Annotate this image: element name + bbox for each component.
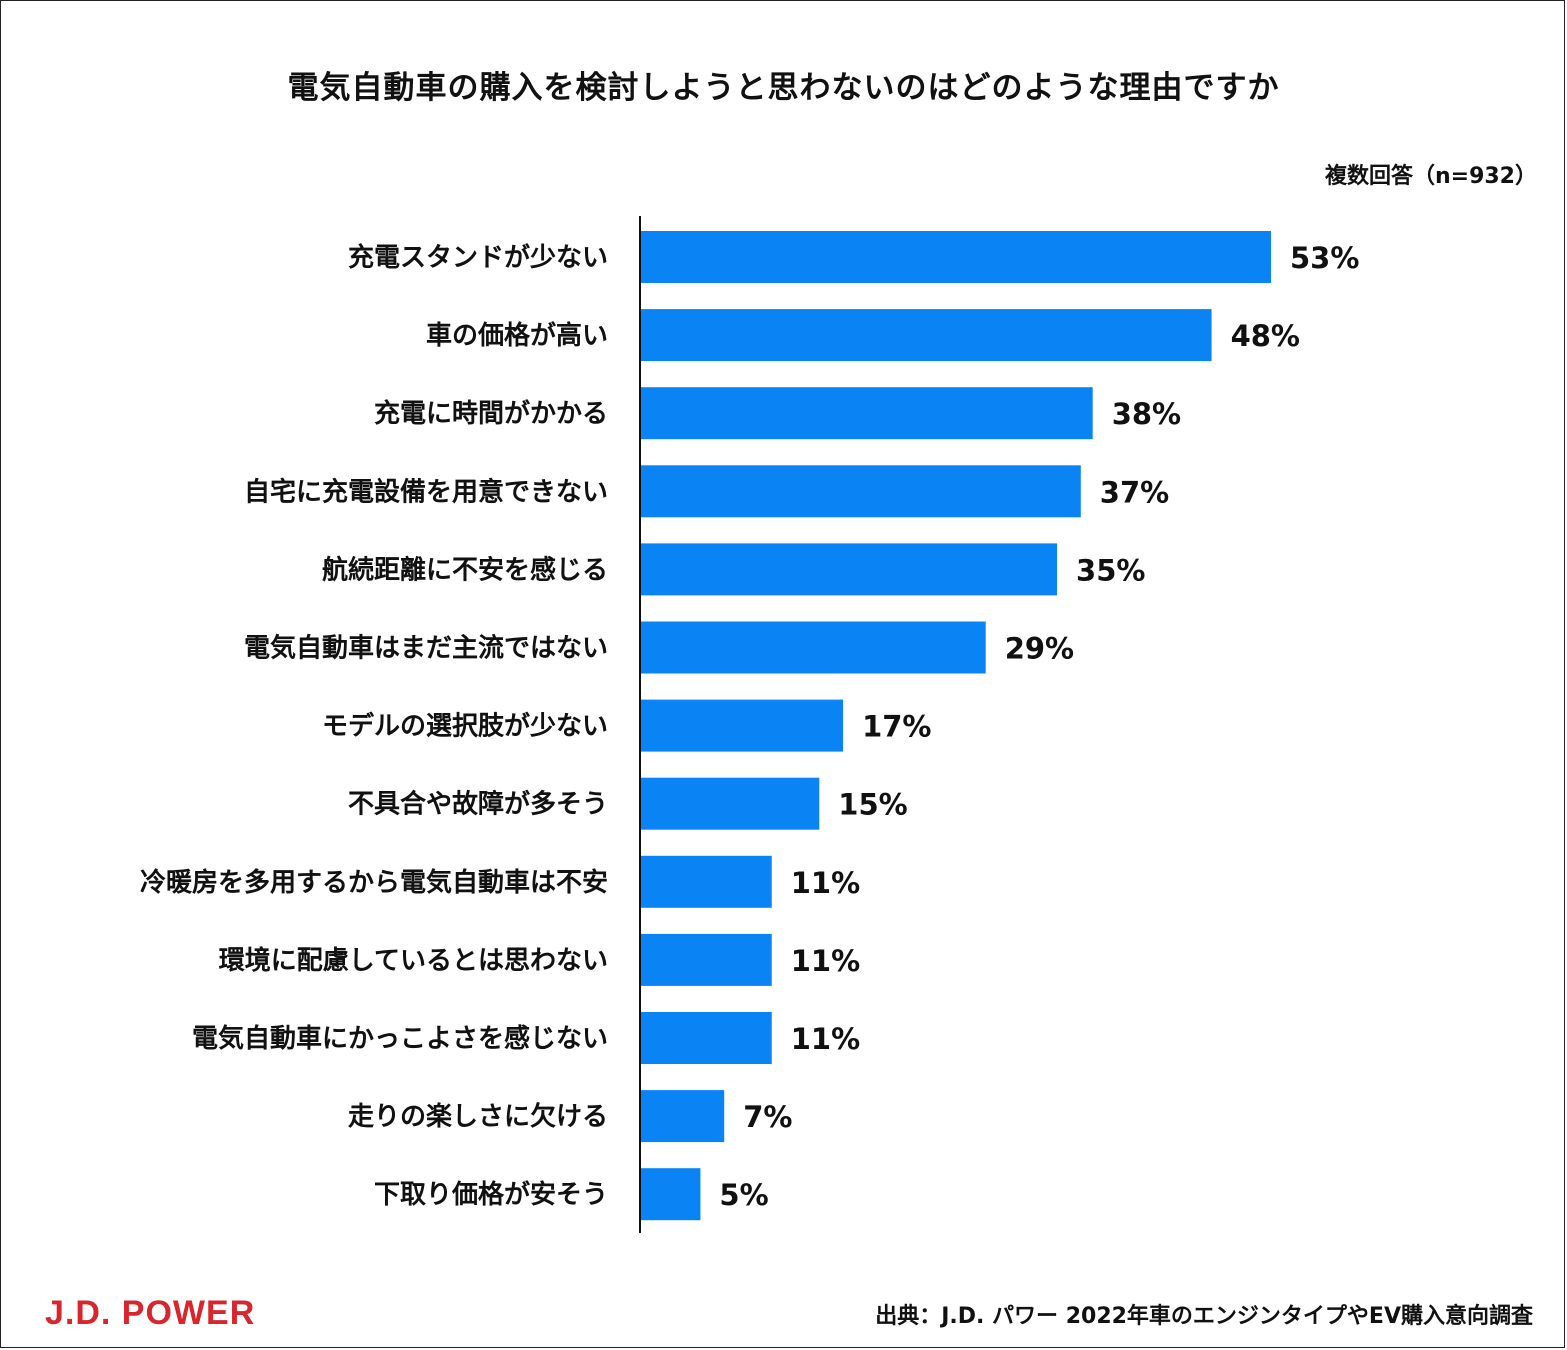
value-label-3: 37% [1100, 475, 1169, 509]
bar-10 [641, 1012, 772, 1064]
category-label-7: 不具合や故障が多そう [348, 789, 608, 820]
source-note: 出典：J.D. パワー 2022年車のエンジンタイプやEV購入意向調査 [875, 1304, 1533, 1329]
chart-title: 電気自動車の購入を検討しようと思わないのはどのような理由ですか [287, 70, 1280, 106]
category-label-10: 電気自動車にかっこよさを感じない [192, 1023, 608, 1054]
category-label-1: 車の価格が高い [426, 320, 608, 351]
value-label-11: 7% [743, 1100, 792, 1134]
bar-0 [641, 231, 1271, 283]
bar-9 [641, 933, 772, 986]
chart-note: 複数回答（n=932） [1324, 164, 1537, 189]
bar-12 [641, 1168, 701, 1221]
category-label-11: 走りの楽しさに欠ける [348, 1101, 608, 1132]
bar-6 [641, 699, 844, 752]
jd-power-logo: J.D. POWER [45, 1294, 256, 1332]
value-label-10: 11% [791, 1022, 860, 1056]
bar-11 [641, 1090, 725, 1143]
value-label-2: 38% [1112, 397, 1181, 431]
value-label-9: 11% [791, 944, 860, 978]
value-label-6: 17% [862, 710, 931, 744]
bar-8 [641, 855, 772, 908]
bar-1 [641, 309, 1212, 362]
category-label-6: モデルの選択肢が少ない [322, 711, 608, 742]
value-label-5: 29% [1005, 632, 1074, 666]
bar-4 [641, 543, 1058, 596]
bar-2 [641, 387, 1093, 440]
category-label-4: 航続距離に不安を感じる [322, 554, 608, 585]
bar-7 [641, 777, 820, 830]
category-label-2: 充電に時間がかかる [374, 398, 608, 429]
category-label-8: 冷暖房を多用するから電気自動車は不安 [140, 867, 608, 898]
category-label-12: 下取り価格が安そう [374, 1179, 608, 1210]
value-label-1: 48% [1231, 319, 1300, 353]
category-label-5: 電気自動車はまだ主流ではない [244, 633, 608, 664]
value-label-0: 53% [1290, 241, 1359, 275]
category-label-0: 充電スタンドが少ない [348, 242, 608, 273]
bar-3 [641, 465, 1081, 518]
value-label-12: 5% [719, 1178, 768, 1212]
value-label-4: 35% [1076, 553, 1145, 587]
category-label-9: 環境に配慮しているとは思わない [219, 945, 608, 976]
category-label-3: 自宅に充電設備を用意できない [244, 476, 608, 507]
bar-5 [641, 621, 986, 674]
value-label-8: 11% [791, 866, 860, 900]
value-label-7: 15% [838, 788, 907, 822]
